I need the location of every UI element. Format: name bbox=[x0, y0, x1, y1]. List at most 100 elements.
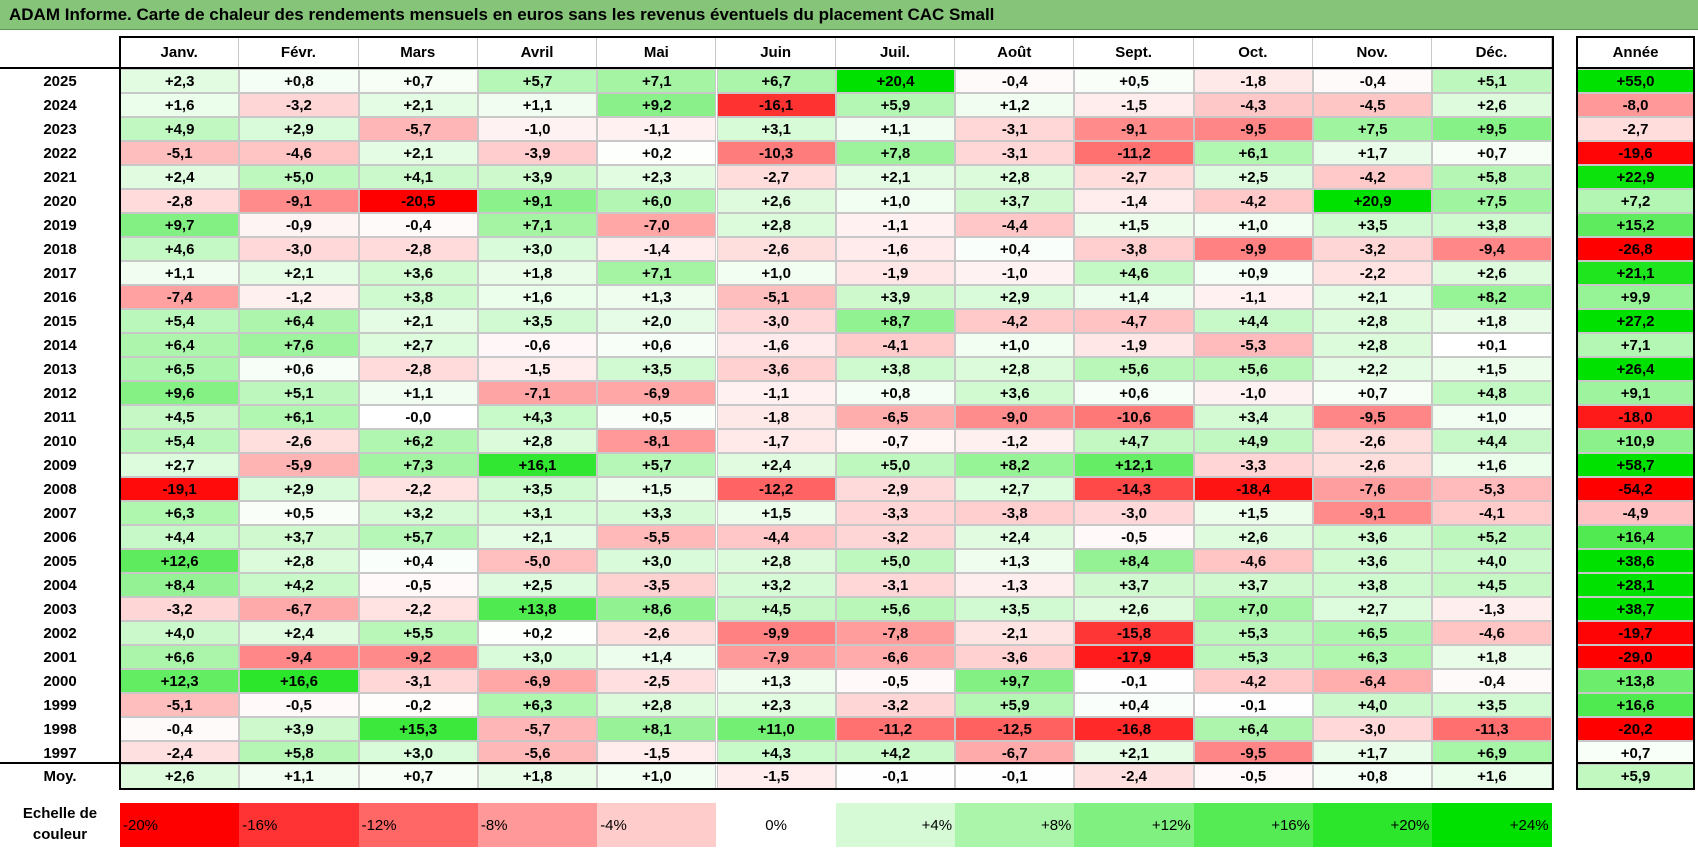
annual-cell: +10,9 bbox=[1577, 429, 1694, 453]
heatmap-cell: +2,4 bbox=[239, 621, 359, 645]
heatmap-cell: +6,5 bbox=[1313, 621, 1433, 645]
heatmap-cell: +2,4 bbox=[120, 165, 240, 189]
year-label: 2002 bbox=[43, 624, 77, 642]
heatmap-cell: +8,2 bbox=[955, 453, 1075, 477]
heatmap-cell: +2,8 bbox=[239, 549, 359, 573]
heatmap-cell: +5,9 bbox=[955, 693, 1075, 717]
heatmap-cell: +2,8 bbox=[955, 165, 1075, 189]
heatmap-cell: +7,5 bbox=[1313, 117, 1433, 141]
heatmap-cell: -4,2 bbox=[955, 309, 1075, 333]
heatmap-cell: +5,7 bbox=[358, 525, 478, 549]
heatmap-cell: +4,4 bbox=[120, 525, 240, 549]
heatmap-cell: +2,8 bbox=[477, 429, 598, 453]
color-scale-stop: -4% bbox=[597, 803, 717, 847]
year-label: 2015 bbox=[43, 312, 77, 330]
heatmap-cell: -2,4 bbox=[120, 741, 240, 765]
heatmap-cell: +3,1 bbox=[477, 501, 598, 525]
heatmap-cell: -3,1 bbox=[955, 141, 1075, 165]
heatmap-cell: +2,8 bbox=[716, 213, 836, 237]
heatmap-cell: -2,7 bbox=[716, 165, 836, 189]
heatmap-cell: -1,0 bbox=[955, 261, 1075, 285]
heatmap-cell: -1,2 bbox=[955, 429, 1075, 453]
annual-cell: -19,7 bbox=[1577, 621, 1694, 645]
heatmap-cell: -20,5 bbox=[358, 189, 478, 213]
heatmap-cell: -1,9 bbox=[1074, 333, 1194, 357]
heatmap-cell: -2,2 bbox=[1313, 261, 1433, 285]
heatmap-cell: -4,5 bbox=[1313, 93, 1433, 117]
year-label: 2008 bbox=[43, 480, 77, 498]
year-label: 2024 bbox=[43, 96, 77, 114]
heatmap-cell: +9,5 bbox=[1432, 117, 1552, 141]
heatmap-cell: -9,9 bbox=[1193, 237, 1313, 261]
heatmap-cell: -1,6 bbox=[716, 333, 836, 357]
heatmap-cell: +2,6 bbox=[1432, 261, 1552, 285]
month-header: Juil. bbox=[835, 37, 956, 68]
heatmap-cell: -0,0 bbox=[358, 405, 478, 429]
heatmap-cell: +13,8 bbox=[477, 597, 598, 621]
average-cell: +1,6 bbox=[1432, 764, 1552, 789]
heatmap-cell: -0,6 bbox=[477, 333, 598, 357]
heatmap-cell: +2,8 bbox=[1313, 333, 1433, 357]
heatmap-cell: +9,7 bbox=[120, 213, 240, 237]
month-header: Juin bbox=[716, 37, 836, 68]
heatmap-cell: +8,4 bbox=[120, 573, 240, 597]
heatmap-cell: +4,5 bbox=[1432, 573, 1552, 597]
annual-cell: -18,0 bbox=[1577, 405, 1694, 429]
heatmap-cell: +1,8 bbox=[1432, 645, 1552, 669]
heatmap-cell: +1,5 bbox=[1432, 357, 1552, 381]
heatmap-cell: +0,7 bbox=[1432, 141, 1552, 165]
heatmap-cell: -0,4 bbox=[1432, 669, 1552, 693]
average-cell: -0,1 bbox=[955, 764, 1075, 789]
heatmap-cell: -3,3 bbox=[1193, 453, 1313, 477]
heatmap-cell: +0,7 bbox=[358, 69, 478, 93]
heatmap-cell: +0,2 bbox=[477, 621, 598, 645]
heatmap-cell: +5,6 bbox=[835, 597, 956, 621]
heatmap-cell: -10,3 bbox=[716, 141, 836, 165]
heatmap-cell: +2,7 bbox=[120, 453, 240, 477]
year-label: 2021 bbox=[43, 168, 77, 186]
heatmap-cell: -3,8 bbox=[1074, 237, 1194, 261]
heatmap-cell: +2,7 bbox=[955, 477, 1075, 501]
heatmap-cell: -7,6 bbox=[1313, 477, 1433, 501]
heatmap-cell: +7,1 bbox=[597, 261, 717, 285]
heatmap-cell: -14,3 bbox=[1074, 477, 1194, 501]
average-cell: -1,5 bbox=[716, 764, 836, 789]
heatmap-cell: +1,0 bbox=[835, 189, 956, 213]
heatmap-cell: +2,7 bbox=[1313, 597, 1433, 621]
year-label: 2001 bbox=[43, 648, 77, 666]
month-header: Avril bbox=[477, 37, 598, 68]
heatmap-cell: -11,2 bbox=[835, 717, 956, 741]
heatmap-cell: +2,4 bbox=[716, 453, 836, 477]
heatmap-cell: +5,7 bbox=[477, 69, 598, 93]
month-header: Oct. bbox=[1193, 37, 1313, 68]
heatmap-cell: +8,6 bbox=[597, 597, 717, 621]
year-label: 2018 bbox=[43, 240, 77, 258]
average-cell: +1,0 bbox=[597, 764, 717, 789]
heatmap-cell: -2,7 bbox=[1074, 165, 1194, 189]
color-scale-stop: +4% bbox=[835, 803, 956, 847]
annual-cell: -8,0 bbox=[1577, 93, 1694, 117]
heatmap-cell: -4,1 bbox=[835, 333, 956, 357]
year-label: 2009 bbox=[43, 456, 77, 474]
heatmap-cell: -6,7 bbox=[955, 741, 1075, 765]
heatmap-cell: +16,1 bbox=[477, 453, 598, 477]
year-label: 2010 bbox=[43, 432, 77, 450]
heatmap-cell: +4,6 bbox=[1074, 261, 1194, 285]
heatmap-cell: +2,3 bbox=[716, 693, 836, 717]
heatmap-cell: +7,1 bbox=[477, 213, 598, 237]
heatmap-cell: -4,2 bbox=[1193, 669, 1313, 693]
color-scale-stop: +8% bbox=[955, 803, 1075, 847]
heatmap-cell: +3,7 bbox=[1074, 573, 1194, 597]
month-header: Janv. bbox=[120, 37, 240, 68]
heatmap-cell: +4,0 bbox=[120, 621, 240, 645]
heatmap-cell: -2,5 bbox=[597, 669, 717, 693]
heatmap-cell: -0,5 bbox=[1074, 525, 1194, 549]
heatmap-cell: -3,2 bbox=[239, 93, 359, 117]
annual-cell: +16,4 bbox=[1577, 525, 1694, 549]
heatmap-cell: -16,1 bbox=[716, 93, 836, 117]
heatmap-cell: -5,7 bbox=[477, 717, 598, 741]
heatmap-cell: +5,7 bbox=[597, 453, 717, 477]
heatmap-cell: +3,8 bbox=[1313, 573, 1433, 597]
heatmap-cell: +1,1 bbox=[835, 117, 956, 141]
heatmap-cell: -7,9 bbox=[716, 645, 836, 669]
